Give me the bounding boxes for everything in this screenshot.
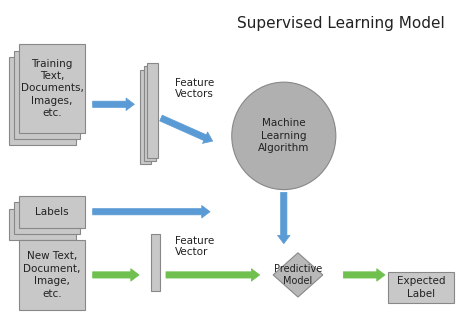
FancyBboxPatch shape — [19, 44, 85, 133]
FancyBboxPatch shape — [144, 66, 156, 161]
Text: Labels: Labels — [35, 207, 69, 217]
Ellipse shape — [232, 82, 336, 190]
FancyBboxPatch shape — [9, 209, 76, 240]
FancyBboxPatch shape — [14, 51, 81, 139]
Text: Machine
Learning
Algorithm: Machine Learning Algorithm — [258, 118, 310, 153]
Text: Predictive
Model: Predictive Model — [274, 264, 322, 286]
Polygon shape — [273, 253, 323, 297]
FancyBboxPatch shape — [388, 272, 454, 303]
FancyBboxPatch shape — [19, 240, 85, 310]
FancyBboxPatch shape — [151, 234, 160, 291]
Text: Supervised Learning Model: Supervised Learning Model — [237, 16, 445, 31]
FancyBboxPatch shape — [19, 196, 85, 228]
FancyBboxPatch shape — [14, 202, 81, 234]
FancyBboxPatch shape — [9, 57, 76, 145]
Text: Feature
Vectors: Feature Vectors — [175, 78, 214, 99]
Text: Feature
Vector: Feature Vector — [175, 236, 214, 257]
FancyBboxPatch shape — [146, 63, 158, 158]
Text: Expected
Label: Expected Label — [397, 276, 445, 299]
Text: New Text,
Document,
Image,
etc.: New Text, Document, Image, etc. — [23, 251, 81, 299]
FancyBboxPatch shape — [139, 70, 151, 164]
Text: Training
Text,
Documents,
Images,
etc.: Training Text, Documents, Images, etc. — [20, 59, 83, 118]
